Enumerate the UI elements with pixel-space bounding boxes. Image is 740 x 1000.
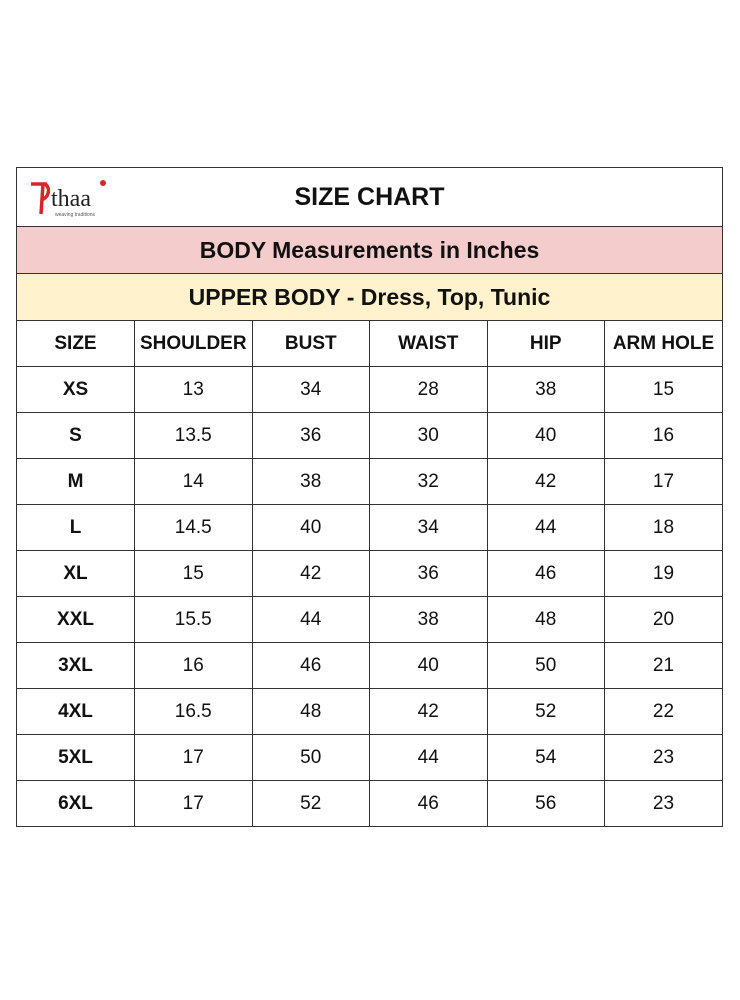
cell-waist: 44 [369, 734, 488, 781]
cell-size: XS [17, 366, 135, 413]
table-row: 3XL 16 46 40 50 21 [17, 642, 722, 689]
col-hip: HIP [486, 321, 605, 367]
cell-arm-hole: 17 [604, 458, 722, 505]
cell-waist: 30 [369, 412, 488, 459]
page-title: SIZE CHART [294, 182, 445, 211]
cell-bust: 34 [251, 366, 370, 413]
table-row: XS 13 34 28 38 15 [17, 366, 722, 413]
cell-shoulder: 17 [134, 780, 253, 826]
brand-logo: thaa weaving traditions [31, 180, 106, 218]
cell-arm-hole: 23 [604, 780, 722, 826]
cell-hip: 54 [486, 734, 605, 781]
cell-shoulder: 17 [134, 734, 253, 781]
cell-bust: 48 [251, 688, 370, 735]
cell-hip: 46 [486, 550, 605, 597]
cell-arm-hole: 22 [604, 688, 722, 735]
cell-bust: 50 [251, 734, 370, 781]
col-shoulder: SHOULDER [134, 321, 253, 367]
section-band: UPPER BODY - Dress, Top, Tunic [17, 274, 722, 321]
cell-bust: 38 [251, 458, 370, 505]
cell-hip: 44 [486, 504, 605, 551]
cell-bust: 46 [251, 642, 370, 689]
header-row: SIZE SHOULDER BUST WAIST HIP ARM HOLE [17, 321, 722, 367]
cell-bust: 40 [251, 504, 370, 551]
cell-shoulder: 13 [134, 366, 253, 413]
cell-size: 5XL [17, 734, 135, 781]
cell-shoulder: 13.5 [134, 412, 253, 459]
cell-hip: 56 [486, 780, 605, 826]
cell-waist: 28 [369, 366, 488, 413]
cell-waist: 34 [369, 504, 488, 551]
title-row: thaa weaving traditions SIZE CHART [17, 168, 722, 227]
table-row: L 14.5 40 34 44 18 [17, 504, 722, 551]
cell-size: 4XL [17, 688, 135, 735]
col-waist: WAIST [369, 321, 488, 367]
cell-arm-hole: 15 [604, 366, 722, 413]
cell-waist: 32 [369, 458, 488, 505]
cell-arm-hole: 20 [604, 596, 722, 643]
svg-text:weaving traditions: weaving traditions [55, 212, 96, 218]
table-row: M 14 38 32 42 17 [17, 458, 722, 505]
col-arm-hole: ARM HOLE [604, 321, 722, 367]
cell-shoulder: 14 [134, 458, 253, 505]
cell-hip: 38 [486, 366, 605, 413]
col-bust: BUST [251, 321, 370, 367]
size-table: SIZE SHOULDER BUST WAIST HIP ARM HOLE XS… [17, 321, 722, 826]
cell-bust: 42 [251, 550, 370, 597]
table-row: 5XL 17 50 44 54 23 [17, 734, 722, 781]
cell-size: 3XL [17, 642, 135, 689]
table-row: 4XL 16.5 48 42 52 22 [17, 688, 722, 735]
cell-shoulder: 14.5 [134, 504, 253, 551]
cell-shoulder: 16 [134, 642, 253, 689]
cell-waist: 40 [369, 642, 488, 689]
cell-hip: 52 [486, 688, 605, 735]
cell-shoulder: 16.5 [134, 688, 253, 735]
cell-size: XL [17, 550, 135, 597]
cell-arm-hole: 19 [604, 550, 722, 597]
cell-size: S [17, 412, 135, 459]
cell-size: M [17, 458, 135, 505]
cell-shoulder: 15.5 [134, 596, 253, 643]
cell-waist: 42 [369, 688, 488, 735]
cell-size: 6XL [17, 780, 135, 826]
size-chart: thaa weaving traditions SIZE CHART BODY … [16, 167, 723, 827]
cell-arm-hole: 23 [604, 734, 722, 781]
cell-size: L [17, 504, 135, 551]
cell-bust: 44 [251, 596, 370, 643]
subtitle-band: BODY Measurements in Inches [17, 227, 722, 274]
cell-bust: 36 [251, 412, 370, 459]
cell-waist: 36 [369, 550, 488, 597]
cell-arm-hole: 16 [604, 412, 722, 459]
cell-hip: 50 [486, 642, 605, 689]
cell-arm-hole: 21 [604, 642, 722, 689]
cell-waist: 46 [369, 780, 488, 826]
cell-bust: 52 [251, 780, 370, 826]
cell-hip: 48 [486, 596, 605, 643]
table-row: S 13.5 36 30 40 16 [17, 412, 722, 459]
cell-hip: 40 [486, 412, 605, 459]
table-row: 6XL 17 52 46 56 23 [17, 780, 722, 826]
col-size: SIZE [17, 321, 135, 367]
cell-hip: 42 [486, 458, 605, 505]
table-row: XXL 15.5 44 38 48 20 [17, 596, 722, 643]
svg-text:thaa: thaa [51, 186, 91, 212]
cell-size: XXL [17, 596, 135, 643]
table-row: XL 15 42 36 46 19 [17, 550, 722, 597]
cell-shoulder: 15 [134, 550, 253, 597]
cell-arm-hole: 18 [604, 504, 722, 551]
cell-waist: 38 [369, 596, 488, 643]
